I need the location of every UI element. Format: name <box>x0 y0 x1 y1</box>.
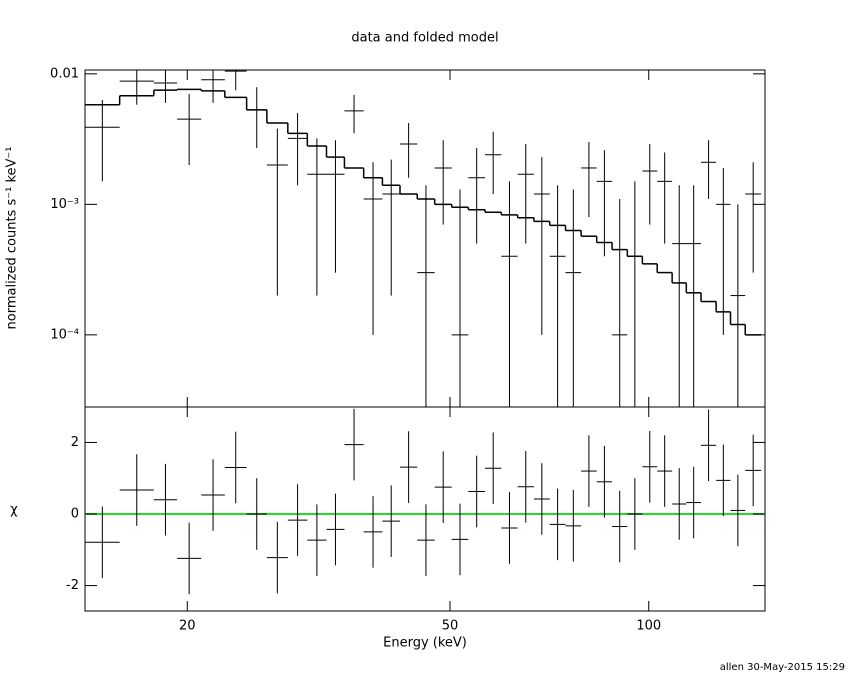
x-tick-label: 100 <box>636 619 661 634</box>
bottom-frame <box>84 406 766 612</box>
bottom-plot <box>85 408 765 595</box>
y2-tick-label: -2 <box>66 578 79 593</box>
y-tick-label: 10⁻⁴ <box>50 327 79 342</box>
chart-title: data and folded model <box>351 31 498 46</box>
y2-tick-label: 2 <box>71 435 79 450</box>
y-tick-label: 0.01 <box>50 66 79 81</box>
x-tick-label: 20 <box>179 619 196 634</box>
footer: allen 30-May-2015 15:29 <box>720 662 845 673</box>
y-tick-label: 10⁻³ <box>50 197 79 212</box>
top-frame <box>84 69 766 408</box>
y2-axis-label: χ <box>10 503 18 518</box>
top-plot <box>85 70 762 407</box>
y2-tick-label: 0 <box>71 507 79 522</box>
x-axis-label: Energy (keV) <box>383 636 467 651</box>
x-tick-label: 50 <box>442 619 459 634</box>
y-axis-label: normalized counts s⁻¹ keV⁻¹ <box>5 147 20 330</box>
